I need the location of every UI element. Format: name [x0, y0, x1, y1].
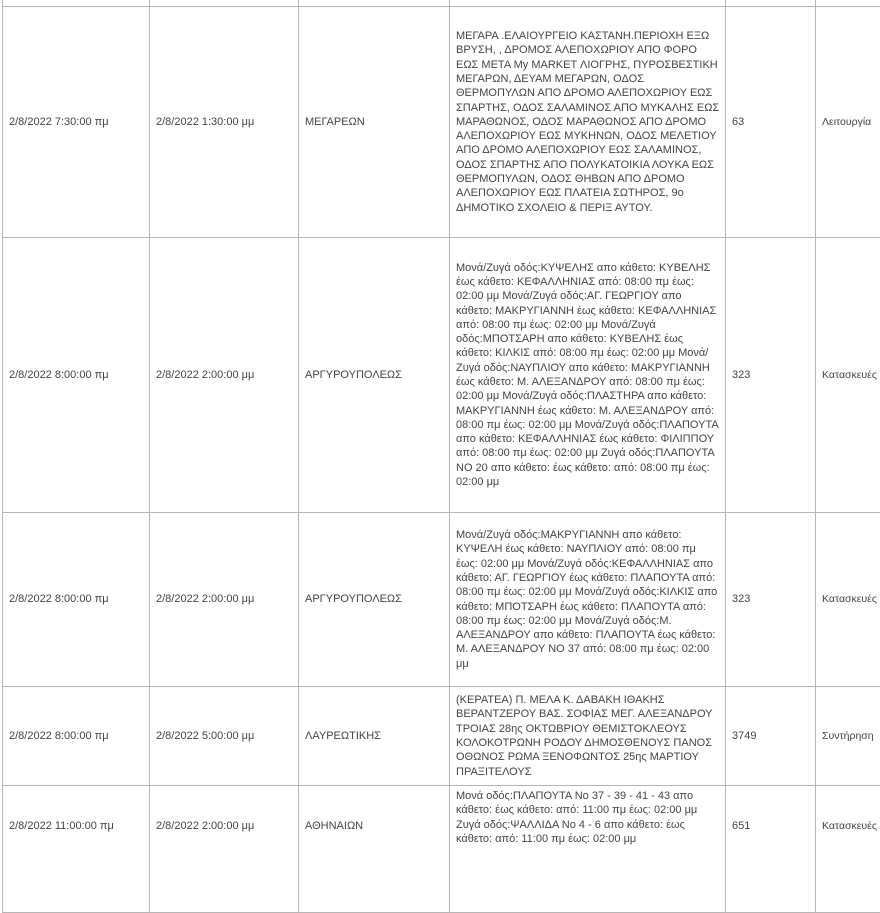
- description-cell: Μονά/Ζυγά οδός:ΜΑΚΡΥΓΙΑΝΝΗ απο κάθετο: Κ…: [450, 513, 726, 687]
- number-cell: 651: [726, 786, 816, 913]
- start-time-cell: 2/8/2022 8:00:00 πμ: [3, 513, 150, 687]
- municipality-cell: ΑΡΓΥΡΟΥΠΟΛΕΩΣ: [299, 513, 450, 687]
- number-cell: 323: [726, 238, 816, 513]
- number-cell: 323: [726, 513, 816, 687]
- type-cell: Κατασκευές: [816, 786, 880, 913]
- type-cell: Λειτουργία: [816, 7, 880, 238]
- table-row: 2/8/2022 8:00:00 πμ 2/8/2022 2:00:00 μμ …: [3, 513, 880, 687]
- type-cell: Κατασκευές: [816, 513, 880, 687]
- number-cell: 63: [726, 7, 816, 238]
- municipality-cell: ΑΘΗΝΑΙΩΝ: [299, 786, 450, 913]
- start-time-cell: 2/8/2022 8:00:00 πμ: [3, 238, 150, 513]
- description-cell: (ΚΕΡΑΤΕΑ) Π. ΜΕΛΑ Κ. ΔΑΒΑΚΗ ΙΘΑΚΗΣ ΒΕΡΑΝ…: [450, 687, 726, 786]
- start-time-cell: 2/8/2022 7:30:00 πμ: [3, 7, 150, 238]
- end-time-cell: 2/8/2022 5:00:00 μμ: [150, 687, 299, 786]
- description-cell: ΜΕΓΑΡΑ .ΕΛΑΙΟΥΡΓΕΙΟ ΚΑΣΤΑΝΗ.ΠΕΡΙΟΧΗ ΕΞΩ …: [450, 7, 726, 238]
- table-row: 2/8/2022 7:30:00 πμ 2/8/2022 1:30:00 μμ …: [3, 7, 880, 238]
- description-cell: Μονά/Ζυγά οδός:ΚΥΨΕΛΗΣ απο κάθετο: ΚΥΒΕΛ…: [450, 238, 726, 513]
- table-row: 2/8/2022 8:00:00 πμ 2/8/2022 2:00:00 μμ …: [3, 238, 880, 513]
- municipality-cell: ΜΕΓΑΡΕΩΝ: [299, 7, 450, 238]
- end-time-cell: 2/8/2022 2:00:00 μμ: [150, 513, 299, 687]
- end-time-cell: 2/8/2022 2:00:00 μμ: [150, 786, 299, 913]
- start-time-cell: 2/8/2022 8:00:00 πμ: [3, 687, 150, 786]
- type-cell: Κατασκευές: [816, 238, 880, 513]
- end-time-cell: 2/8/2022 2:00:00 μμ: [150, 238, 299, 513]
- table-row: 2/8/2022 8:00:00 πμ 2/8/2022 5:00:00 μμ …: [3, 687, 880, 786]
- description-cell: Μονά οδός:ΠΛΑΠΟΥΤΑ Νο 37 - 39 - 41 - 43 …: [450, 786, 726, 913]
- type-cell: Συντήρηση: [816, 687, 880, 786]
- municipality-cell: ΑΡΓΥΡΟΥΠΟΛΕΩΣ: [299, 238, 450, 513]
- start-time-cell: 2/8/2022 11:00:00 πμ: [3, 786, 150, 913]
- end-time-cell: 2/8/2022 1:30:00 μμ: [150, 7, 299, 238]
- table-row: 2/8/2022 11:00:00 πμ 2/8/2022 2:00:00 μμ…: [3, 786, 880, 913]
- number-cell: 3749: [726, 687, 816, 786]
- municipality-cell: ΛΑΥΡΕΩΤΙΚΗΣ: [299, 687, 450, 786]
